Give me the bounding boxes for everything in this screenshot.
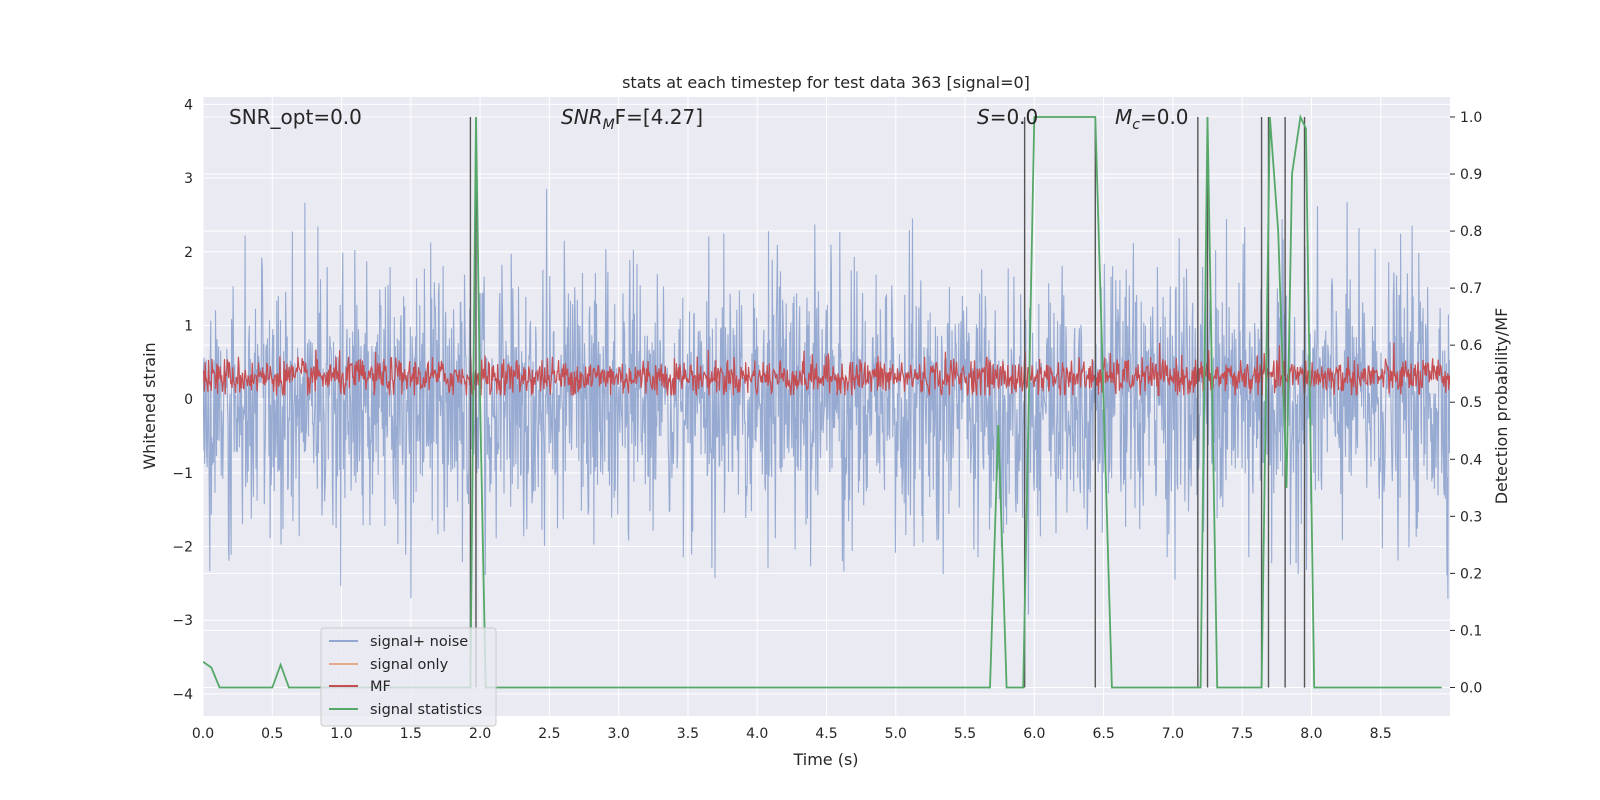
- y-left-tick-label: 3: [184, 171, 193, 187]
- y-right-tick-label: 0.2: [1460, 566, 1482, 582]
- annotation-snr-opt: SNR_opt=0.0: [229, 105, 362, 129]
- y-right-tick-label: 0.3: [1460, 509, 1482, 525]
- x-tick-label: 3.0: [608, 726, 630, 742]
- y-axis-left-label: Whitened strain: [140, 342, 159, 469]
- y-right-tick-label: 0.1: [1460, 623, 1482, 639]
- y-right-tick-label: 1.0: [1460, 110, 1482, 126]
- y-right-tick-label: 0.7: [1460, 281, 1482, 297]
- annotation-mc: Mc=0.0: [1115, 105, 1189, 133]
- legend-label-signal-statistics: signal statistics: [370, 702, 482, 718]
- x-tick-label: 5.0: [885, 726, 907, 742]
- x-axis-ticks: 0.0 0.5 1.0 1.5 2.0 2.5 3.0 3.5 4.0 4.5 5.0 5.5 6.0 6…: [192, 726, 1392, 742]
- x-tick-label: 0.5: [261, 726, 283, 742]
- annotation-snr-mf-value: F=[4.27]: [615, 105, 703, 129]
- y-left-tick-label: 2: [184, 245, 193, 261]
- y-left-tick-label: −3: [172, 613, 193, 629]
- x-tick-label: 5.5: [954, 726, 976, 742]
- x-tick-label: 3.5: [677, 726, 699, 742]
- legend-label-signal-only: signal only: [370, 657, 449, 673]
- y-axis-left-ticks: −4 −3 −2 −1 0 1 2 3 4: [172, 97, 193, 703]
- x-tick-label: 4.0: [746, 726, 768, 742]
- y-right-tick-label: 0.5: [1460, 395, 1482, 411]
- x-tick-label: 7.5: [1231, 726, 1253, 742]
- legend-box: [320, 627, 497, 727]
- legend-label-signal-noise: signal+ noise: [370, 634, 468, 650]
- x-axis-label: Time (s): [792, 750, 858, 769]
- annotation-s-symbol: S: [977, 105, 990, 129]
- legend: signal+ noise signal only MF signal stat…: [320, 627, 497, 727]
- y-left-tick-label: −4: [172, 687, 193, 703]
- y-right-tick-label: 0.8: [1460, 224, 1482, 240]
- y-right-tick-label: 0.0: [1460, 680, 1482, 696]
- x-tick-label: 1.0: [330, 726, 352, 742]
- annotation-s: S=0.0: [977, 105, 1038, 129]
- x-tick-label: 8.5: [1370, 726, 1392, 742]
- signal-statistics-line: [203, 113, 1442, 689]
- legend-label-mf: MF: [370, 679, 391, 695]
- mf-line: [203, 342, 1450, 396]
- mf-series: [203, 342, 1450, 396]
- x-tick-label: 2.0: [469, 726, 491, 742]
- annotation-mc-symbol: M: [1115, 105, 1132, 129]
- x-tick-label: 8.0: [1300, 726, 1322, 742]
- y-left-tick-label: −1: [172, 466, 193, 482]
- signal-noise-line: [203, 188, 1450, 615]
- x-tick-label: 6.0: [1023, 726, 1045, 742]
- x-tick-label: 2.5: [538, 726, 560, 742]
- x-tick-label: 7.0: [1162, 726, 1184, 742]
- y-right-tick-label: 0.4: [1460, 452, 1482, 468]
- x-tick-label: 4.5: [815, 726, 837, 742]
- annotation-snr-mf-subscript: M: [603, 117, 615, 133]
- y-right-tick-label: 0.9: [1460, 167, 1482, 183]
- x-tick-label: 0.0: [192, 726, 214, 742]
- signal-noise-series: [203, 188, 1450, 615]
- y-axis-right-label: Detection probability/MF: [1492, 308, 1511, 505]
- y-left-tick-label: 0: [184, 392, 193, 408]
- annotation-mc-value: =0.0: [1140, 105, 1189, 129]
- y-right-tick-label: 0.6: [1460, 338, 1482, 354]
- chart-title: stats at each timestep for test data 363…: [622, 73, 1030, 92]
- annotation-snr-mf-symbol: SNR: [561, 105, 603, 129]
- x-tick-label: 6.5: [1092, 726, 1114, 742]
- signal-statistics-series: [203, 113, 1442, 689]
- y-axis-right-ticks: 0.0 0.1 0.2 0.3 0.4 0.5 0.6 0.7 0.8 0.9 1.0: [1450, 110, 1482, 696]
- x-tick-label: 1.5: [400, 726, 422, 742]
- y-left-tick-label: −2: [172, 540, 193, 556]
- y-left-tick-label: 4: [184, 97, 193, 113]
- annotation-mc-subscript: c: [1132, 117, 1140, 133]
- y-left-tick-label: 1: [184, 318, 193, 334]
- annotation-s-value: =0.0: [990, 105, 1039, 129]
- annotation-snr-mf: SNRMF=[4.27]: [561, 105, 703, 133]
